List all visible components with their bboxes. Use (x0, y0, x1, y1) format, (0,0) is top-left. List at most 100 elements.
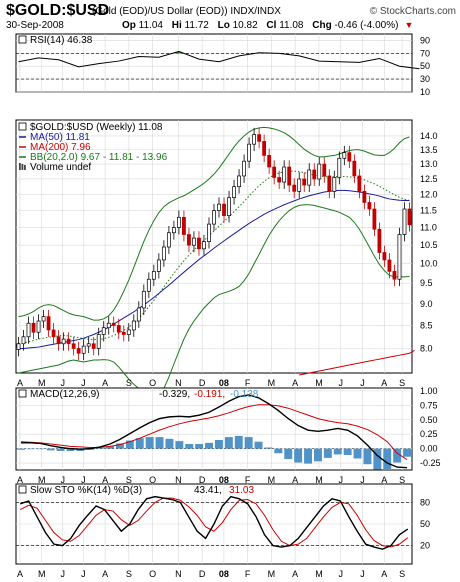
macd-line (20, 394, 408, 469)
month-label: J (60, 378, 65, 388)
price-tick-label: 13.0 (420, 159, 438, 169)
low-label: Lo (217, 20, 230, 31)
sto-title: Slow STO %K(14) %D(3) (30, 485, 142, 496)
sto-k-line (19, 495, 409, 550)
candle-down (387, 259, 392, 272)
candle-up (21, 336, 26, 345)
candle-up (81, 345, 86, 354)
candle-up (26, 322, 31, 338)
candle-down (277, 177, 282, 183)
macd-signal-value: -0.191, (194, 389, 225, 400)
candle-up (36, 320, 41, 333)
rsi-tick-label: 50 (420, 61, 430, 71)
candle-up (402, 208, 407, 235)
candle-down (71, 343, 76, 349)
month-label: A (102, 475, 108, 485)
candle-down (372, 208, 377, 230)
candle-up (342, 152, 347, 159)
candle-down (322, 163, 327, 177)
macd-tick-label: 0.00 (420, 444, 438, 454)
macd-histogram-bar (244, 437, 253, 449)
year-label: 08 (219, 569, 229, 579)
macd-histogram-bar (274, 448, 283, 454)
macd-histogram-bar (304, 448, 313, 464)
month-label: S (399, 569, 405, 579)
macd-histogram-bar (106, 446, 115, 449)
macd-histogram-bar (383, 448, 392, 470)
price-panel (15, 119, 413, 374)
month-label: A (17, 378, 23, 388)
ma200-line (299, 349, 415, 376)
macd-histogram-bar (175, 441, 184, 449)
candle-up (166, 232, 171, 248)
month-label: F (245, 475, 251, 485)
macd-tick-label: 1.00 (420, 386, 438, 396)
price-tick-label: 8.5 (420, 320, 433, 330)
month-label: M (268, 378, 276, 388)
close-label: Cl (266, 20, 277, 31)
month-label: J (338, 569, 343, 579)
candle-down (347, 152, 352, 162)
candle-up (317, 163, 322, 180)
price-tick-label: 11.5 (420, 206, 437, 216)
volume-icon (19, 163, 21, 170)
candle-up (212, 210, 216, 225)
month-label: A (381, 475, 387, 485)
month-label: M (268, 475, 276, 485)
legend-ma200: MA(200) 7.96 (30, 142, 91, 153)
candle-up (217, 203, 221, 212)
month-label: F (245, 569, 251, 579)
sto-tick-label: 50 (420, 519, 430, 529)
month-label: S (126, 569, 132, 579)
candle-down (382, 252, 387, 261)
candle-up (156, 259, 161, 272)
month-label: S (399, 475, 405, 485)
macd-histogram-bar (363, 448, 372, 465)
month-label: J (60, 475, 65, 485)
rsi-tick-label: 90 (420, 35, 430, 45)
candle-up (232, 186, 236, 199)
macd-histogram-bar (323, 448, 332, 458)
candle-up (202, 241, 206, 250)
chart-date: 30-Sep-2008 (6, 20, 64, 31)
month-label: N (175, 569, 182, 579)
price-tick-label: 13.5 (420, 145, 438, 155)
macd-histogram-bar (195, 444, 204, 449)
candle-up (16, 343, 21, 350)
macd-histogram-bar (373, 448, 382, 470)
candle-up (106, 322, 111, 329)
price-tick-label: 9.5 (420, 278, 433, 288)
rsi-tick-label: 10 (420, 87, 430, 97)
candle-up (337, 157, 342, 178)
macd-value: -0.329, (159, 389, 190, 400)
price-tick-label: 10.5 (420, 240, 438, 250)
macd-title: MACD(12,26,9) (30, 389, 99, 400)
candle-down (392, 271, 397, 280)
macd-tick-label: 0.50 (420, 415, 438, 425)
rsi-tick-label: 70 (420, 48, 430, 58)
candle-down (357, 175, 362, 192)
month-label: O (149, 378, 156, 388)
macd-histogram-value: -0.138 (230, 389, 259, 400)
month-label: M (315, 569, 323, 579)
month-label: J (81, 475, 86, 485)
legend-ma50: MA(50) 11.81 (30, 132, 90, 143)
candle-down (31, 322, 36, 333)
sto-tick-label: 20 (420, 541, 430, 551)
price-tick-label: 8.0 (420, 343, 433, 353)
month-label: M (315, 378, 323, 388)
macd-histogram-bar (16, 448, 25, 450)
month-label: A (292, 475, 298, 485)
rsi-tick-label: 30 (420, 74, 430, 84)
macd-signal-line (20, 404, 408, 461)
change-value: -0.46 (-4.00%) (334, 20, 399, 31)
macd-histogram-bar (353, 448, 362, 459)
candle-down (76, 348, 81, 354)
candle-down (121, 331, 126, 335)
macd-histogram-bar (264, 447, 273, 449)
candle-up (242, 160, 246, 177)
month-label: D (199, 378, 206, 388)
candle-up (307, 169, 312, 186)
macd-tick-label: 0.75 (420, 400, 438, 410)
